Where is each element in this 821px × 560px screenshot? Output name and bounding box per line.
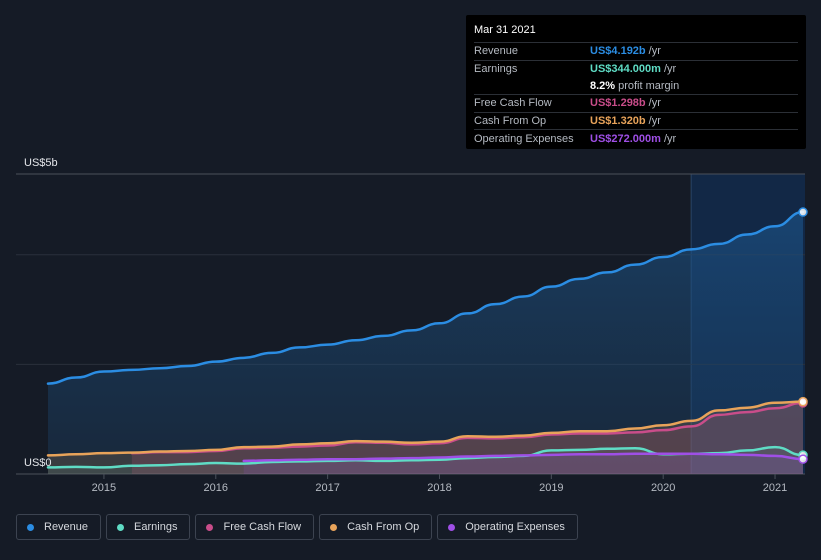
x-tick-label: 2017 [315, 482, 339, 494]
tooltip-row-unit: profit margin [618, 79, 680, 92]
tooltip-row: Operating Expenses US$272.000m/yr [474, 129, 798, 147]
legend-item-cash-from-op[interactable]: Cash From Op [319, 514, 433, 540]
tooltip-row-unit: /yr [648, 115, 661, 128]
legend-item-operating-expenses[interactable]: Operating Expenses [437, 514, 578, 540]
tooltip-row-label: Earnings [474, 63, 518, 76]
tooltip-row-value: US$344.000m [590, 63, 661, 76]
tooltip-row-unit: /yr [663, 132, 677, 145]
legend-dot-icon [206, 523, 214, 531]
tooltip-row: Free Cash Flow US$1.298b/yr [474, 94, 798, 112]
legend-label: Operating Expenses [465, 521, 565, 533]
legend-label: Earnings [134, 521, 178, 533]
legend-dot-icon [448, 523, 456, 531]
legend-item-free-cash-flow[interactable]: Free Cash Flow [195, 514, 315, 540]
tooltip-row-unit: /yr [648, 45, 661, 58]
tooltip-row-value: 8.2% [590, 79, 616, 92]
legend-dot-icon [117, 523, 125, 531]
cash-from-op-area [48, 401, 803, 474]
revenue-end-marker [798, 207, 808, 217]
cash-from-op-line [46, 400, 805, 457]
tooltip-row-label: Operating Expenses [474, 132, 574, 145]
tooltip-row-value: US$1.320b [590, 115, 646, 128]
tooltip-row-value: US$4.192b [590, 45, 646, 58]
tooltip-row: Earnings US$344.000m/yr [474, 59, 798, 78]
revenue-line [46, 210, 805, 385]
tooltip-row-label: Revenue [474, 45, 519, 58]
legend-dot-icon [330, 523, 338, 531]
legend-label: Free Cash Flow [223, 521, 302, 533]
chart-area: US$5b US$0 2015 2016 2017 2018 2019 2020 2021 [16, 157, 808, 494]
tooltip-panel: Mar 31 2021 Revenue US$4.192b/yr Earnings U… [466, 15, 806, 149]
x-tick-label: 2021 [763, 482, 787, 494]
cash-from-op-end-marker [798, 396, 808, 407]
tooltip-row-label: Free Cash Flow [474, 97, 552, 110]
legend-item-revenue[interactable]: Revenue [16, 514, 102, 540]
tooltip-row-unit: /yr [648, 97, 661, 110]
operating-expenses-end-marker [798, 454, 808, 464]
tooltip-row-value: US$272.000m [590, 132, 661, 145]
x-tick-label: 2016 [204, 482, 228, 494]
x-tick-label: 2019 [539, 482, 563, 494]
y-axis-bottom-label: US$0 [24, 457, 52, 469]
x-tick-label: 2015 [92, 482, 116, 494]
tooltip-row: 8.2% profit margin [474, 77, 798, 94]
tooltip-row: Revenue US$4.192b/yr [474, 42, 798, 60]
tooltip-row-label: Cash From Op [474, 115, 547, 128]
tooltip-date: Mar 31 2021 [474, 24, 536, 36]
legend-dot-icon [27, 523, 34, 531]
x-tick-label: 2018 [427, 482, 451, 494]
operating-expenses-line [242, 452, 805, 463]
tooltip-row-value: US$1.298b [590, 97, 646, 110]
tooltip-row: Cash From Op US$1.320b/yr [474, 111, 798, 130]
y-axis-top-label: US$5b [24, 157, 58, 169]
legend-label: Cash From Op [347, 521, 420, 533]
x-tick-label: 2020 [651, 482, 675, 494]
tooltip-row-unit: /yr [663, 63, 677, 76]
legend-label: Revenue [44, 521, 89, 533]
legend: Revenue Earnings Free Cash Flow Cash From O… [16, 514, 578, 540]
revenue-area [48, 212, 803, 474]
legend-item-earnings[interactable]: Earnings [106, 514, 191, 540]
